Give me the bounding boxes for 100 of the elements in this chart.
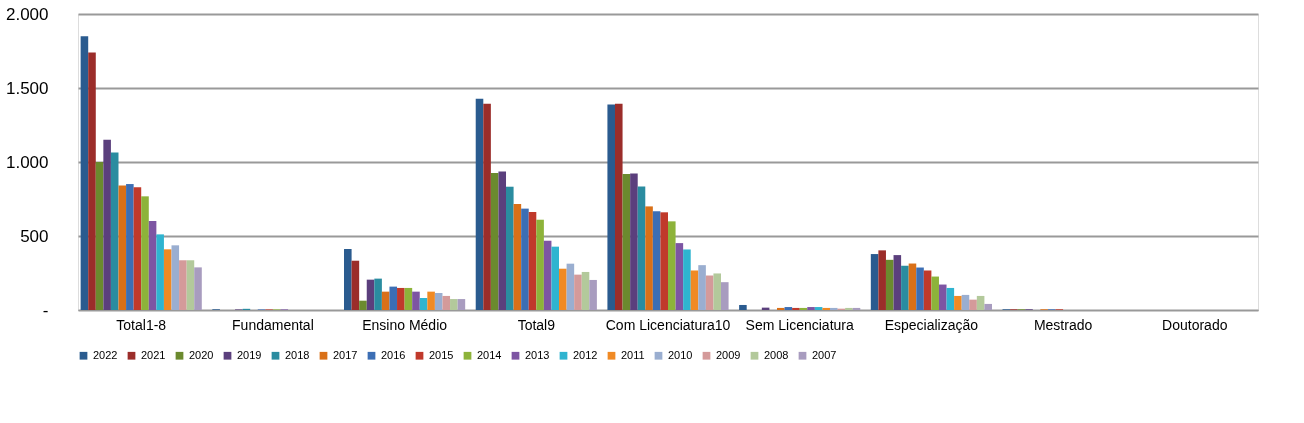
bar bbox=[969, 299, 977, 310]
bar bbox=[807, 307, 815, 310]
bar bbox=[984, 303, 992, 310]
bar bbox=[721, 282, 729, 310]
bar bbox=[705, 275, 714, 310]
bar bbox=[946, 287, 955, 310]
bar bbox=[954, 295, 962, 310]
bar bbox=[442, 295, 451, 310]
bar bbox=[397, 287, 405, 310]
legend-label: 2010 bbox=[668, 348, 693, 361]
bar bbox=[434, 292, 443, 310]
legend-label: 2017 bbox=[333, 348, 358, 361]
bar bbox=[622, 173, 631, 310]
bar bbox=[916, 267, 924, 310]
bar bbox=[148, 221, 157, 310]
bar bbox=[126, 184, 134, 310]
bar bbox=[483, 103, 491, 310]
bar bbox=[675, 243, 684, 310]
y-tick-label: 500 bbox=[20, 226, 49, 246]
x-tick-label: Fundamental bbox=[232, 316, 314, 333]
bar bbox=[412, 291, 420, 310]
bar bbox=[660, 212, 668, 310]
bar bbox=[822, 307, 830, 310]
legend-label: 2014 bbox=[477, 348, 502, 361]
bar bbox=[931, 276, 939, 310]
legend-label: 2015 bbox=[429, 348, 454, 361]
bar bbox=[171, 245, 180, 310]
bar bbox=[845, 307, 853, 310]
bar bbox=[457, 299, 466, 310]
bar bbox=[814, 307, 823, 310]
legend-label: 2021 bbox=[141, 348, 166, 361]
bar bbox=[630, 173, 638, 310]
y-tick-label: 1.000 bbox=[5, 152, 49, 172]
bar bbox=[739, 304, 747, 310]
bar bbox=[359, 300, 367, 310]
bar bbox=[110, 152, 119, 310]
bar bbox=[536, 219, 544, 310]
bar bbox=[776, 307, 785, 310]
bar bbox=[490, 172, 499, 310]
bar bbox=[901, 265, 909, 310]
x-tick-label: Ensino Médio bbox=[362, 316, 448, 333]
bar bbox=[513, 204, 522, 310]
bar bbox=[551, 246, 560, 310]
bar bbox=[976, 295, 985, 310]
legend-label: 2018 bbox=[285, 348, 310, 361]
bar bbox=[381, 291, 390, 310]
bar bbox=[713, 273, 722, 310]
bar bbox=[614, 103, 623, 310]
bar bbox=[870, 254, 879, 310]
bar bbox=[878, 250, 886, 310]
bar bbox=[521, 208, 529, 310]
legend-label: 2009 bbox=[716, 348, 741, 361]
bar bbox=[498, 171, 507, 310]
bar bbox=[668, 221, 676, 310]
x-tick-label: Com Licenciatura10 bbox=[605, 316, 731, 333]
legend-label: 2020 bbox=[189, 348, 214, 361]
bar bbox=[589, 279, 597, 310]
bar bbox=[543, 240, 552, 310]
bar bbox=[374, 278, 382, 310]
bar bbox=[118, 185, 127, 310]
bar bbox=[652, 211, 661, 310]
bar bbox=[427, 291, 435, 310]
bar bbox=[475, 98, 484, 310]
bar bbox=[186, 260, 195, 310]
legend-label: 2008 bbox=[764, 348, 789, 361]
bar bbox=[581, 271, 590, 310]
bar bbox=[103, 139, 111, 310]
bar bbox=[80, 36, 89, 310]
bar bbox=[389, 286, 398, 310]
x-tick-label: Especialização bbox=[884, 316, 979, 333]
x-tick-label: Total9 bbox=[517, 316, 556, 333]
bar bbox=[179, 260, 187, 310]
bar bbox=[938, 284, 947, 310]
bar bbox=[419, 298, 428, 310]
legend-label: 2019 bbox=[237, 348, 262, 361]
bar bbox=[908, 263, 917, 310]
bar bbox=[156, 234, 164, 310]
bar bbox=[690, 270, 699, 310]
y-tick-label: 1.500 bbox=[5, 78, 49, 98]
legend-label: 2022 bbox=[93, 348, 118, 361]
bar bbox=[784, 307, 793, 310]
y-tick-label: 2.000 bbox=[5, 4, 49, 24]
bar bbox=[133, 187, 142, 310]
bar bbox=[351, 260, 360, 310]
y-tick-label: - bbox=[42, 300, 49, 320]
bar bbox=[566, 263, 575, 310]
legend-label: 2013 bbox=[525, 348, 550, 361]
bar bbox=[450, 299, 458, 310]
x-tick-label: Total1-8 bbox=[116, 316, 167, 333]
bar bbox=[88, 52, 96, 310]
bar bbox=[559, 268, 567, 310]
bar bbox=[698, 265, 706, 310]
bar bbox=[923, 270, 932, 310]
bar bbox=[163, 249, 172, 310]
bar bbox=[141, 196, 149, 310]
bar bbox=[829, 307, 838, 310]
bar bbox=[961, 294, 970, 310]
legend-label: 2012 bbox=[573, 348, 598, 361]
bar bbox=[194, 267, 202, 310]
bar bbox=[528, 212, 537, 310]
